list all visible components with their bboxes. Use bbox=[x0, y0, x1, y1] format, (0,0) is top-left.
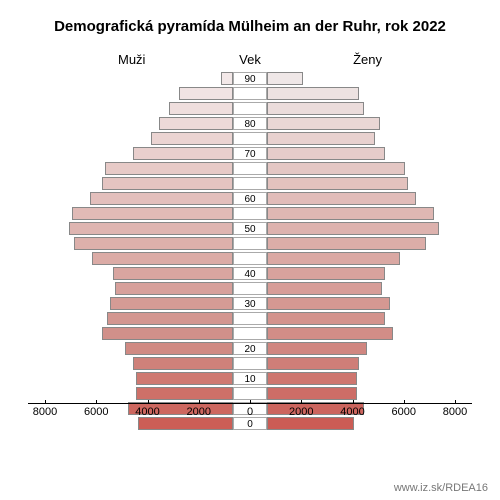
bar-male bbox=[113, 267, 233, 280]
bar-male bbox=[133, 357, 233, 370]
age-cell bbox=[233, 102, 267, 115]
bar-female bbox=[267, 117, 380, 130]
x-tick-label: 6000 bbox=[392, 406, 416, 418]
bar-female bbox=[267, 327, 393, 340]
chart-area: Muži Vek Ženy 90 80 70 60 50 40 30 20 10 0 8000 60… bbox=[28, 52, 472, 448]
age-tick: 10 bbox=[233, 372, 267, 385]
bar-male bbox=[105, 162, 233, 175]
age-cell bbox=[233, 282, 267, 295]
label-female: Ženy bbox=[353, 52, 382, 67]
age-tick: 40 bbox=[233, 267, 267, 280]
x-tick-label: 8000 bbox=[443, 406, 467, 418]
bar-female bbox=[267, 87, 359, 100]
age-tick: 70 bbox=[233, 147, 267, 160]
bar-female bbox=[267, 102, 364, 115]
bar-male bbox=[169, 102, 233, 115]
bar-female bbox=[267, 282, 382, 295]
age-tick: 80 bbox=[233, 117, 267, 130]
bar-male bbox=[102, 177, 233, 190]
x-tick bbox=[45, 400, 46, 404]
age-tick: 90 bbox=[233, 72, 267, 85]
bar-male bbox=[69, 222, 233, 235]
bar-male bbox=[107, 312, 233, 325]
bar-female bbox=[267, 177, 408, 190]
bar-female bbox=[267, 267, 385, 280]
chart-title: Demografická pyramída Mülheim an der Ruh… bbox=[0, 0, 500, 35]
bar-female bbox=[267, 342, 367, 355]
bar-female bbox=[267, 72, 303, 85]
bar-female bbox=[267, 237, 426, 250]
x-tick-label: 4000 bbox=[135, 406, 159, 418]
x-tick-label: 2000 bbox=[289, 406, 313, 418]
bar-female bbox=[267, 357, 359, 370]
bar-female bbox=[267, 132, 375, 145]
x-tick-label: 0 bbox=[247, 406, 253, 418]
female-bars bbox=[267, 72, 472, 412]
label-age: Vek bbox=[239, 52, 261, 67]
pyramid: 9080706050403020100 bbox=[28, 72, 472, 412]
x-tick-label: 4000 bbox=[340, 406, 364, 418]
age-column: 9080706050403020100 bbox=[233, 72, 267, 412]
x-tick bbox=[404, 400, 405, 404]
x-tick bbox=[96, 400, 97, 404]
bar-female bbox=[267, 297, 390, 310]
bar-male bbox=[102, 327, 233, 340]
male-bars bbox=[28, 72, 233, 412]
age-cell bbox=[233, 132, 267, 145]
header-labels: Muži Vek Ženy bbox=[28, 52, 472, 70]
age-cell bbox=[233, 387, 267, 400]
age-cell bbox=[233, 237, 267, 250]
x-axis: 8000 6000 4000 2000 0 2000 4000 6000 8000 bbox=[28, 403, 472, 423]
age-tick: 60 bbox=[233, 192, 267, 205]
bar-male bbox=[221, 72, 233, 85]
age-cell bbox=[233, 252, 267, 265]
age-tick: 30 bbox=[233, 297, 267, 310]
label-male: Muži bbox=[118, 52, 145, 67]
bar-female bbox=[267, 147, 385, 160]
age-cell bbox=[233, 312, 267, 325]
age-cell bbox=[233, 162, 267, 175]
age-tick: 20 bbox=[233, 342, 267, 355]
bar-female bbox=[267, 207, 434, 220]
age-cell bbox=[233, 327, 267, 340]
bar-male bbox=[136, 387, 233, 400]
age-cell bbox=[233, 177, 267, 190]
bar-male bbox=[179, 87, 233, 100]
age-tick: 50 bbox=[233, 222, 267, 235]
bar-male bbox=[115, 282, 233, 295]
x-tick bbox=[148, 400, 149, 404]
x-tick-label: 2000 bbox=[187, 406, 211, 418]
bar-male bbox=[151, 132, 233, 145]
age-cell bbox=[233, 87, 267, 100]
x-tick bbox=[199, 400, 200, 404]
bar-male bbox=[133, 147, 233, 160]
x-tick bbox=[301, 400, 302, 404]
bar-male bbox=[110, 297, 233, 310]
x-tick-label: 8000 bbox=[33, 406, 57, 418]
bar-male bbox=[92, 252, 233, 265]
bar-male bbox=[72, 207, 233, 220]
bar-female bbox=[267, 162, 405, 175]
x-tick-label: 6000 bbox=[84, 406, 108, 418]
age-cell bbox=[233, 357, 267, 370]
bar-male bbox=[125, 342, 233, 355]
x-tick bbox=[455, 400, 456, 404]
bar-male bbox=[159, 117, 233, 130]
age-cell bbox=[233, 207, 267, 220]
bar-female bbox=[267, 312, 385, 325]
bar-female bbox=[267, 222, 439, 235]
x-tick bbox=[353, 400, 354, 404]
bar-female bbox=[267, 372, 357, 385]
source-footer: www.iz.sk/RDEA16 bbox=[394, 482, 488, 494]
bar-female bbox=[267, 192, 416, 205]
bar-male bbox=[90, 192, 234, 205]
bar-female bbox=[267, 252, 400, 265]
bar-male bbox=[74, 237, 233, 250]
bar-female bbox=[267, 387, 357, 400]
x-tick bbox=[250, 400, 251, 404]
bar-male bbox=[136, 372, 233, 385]
